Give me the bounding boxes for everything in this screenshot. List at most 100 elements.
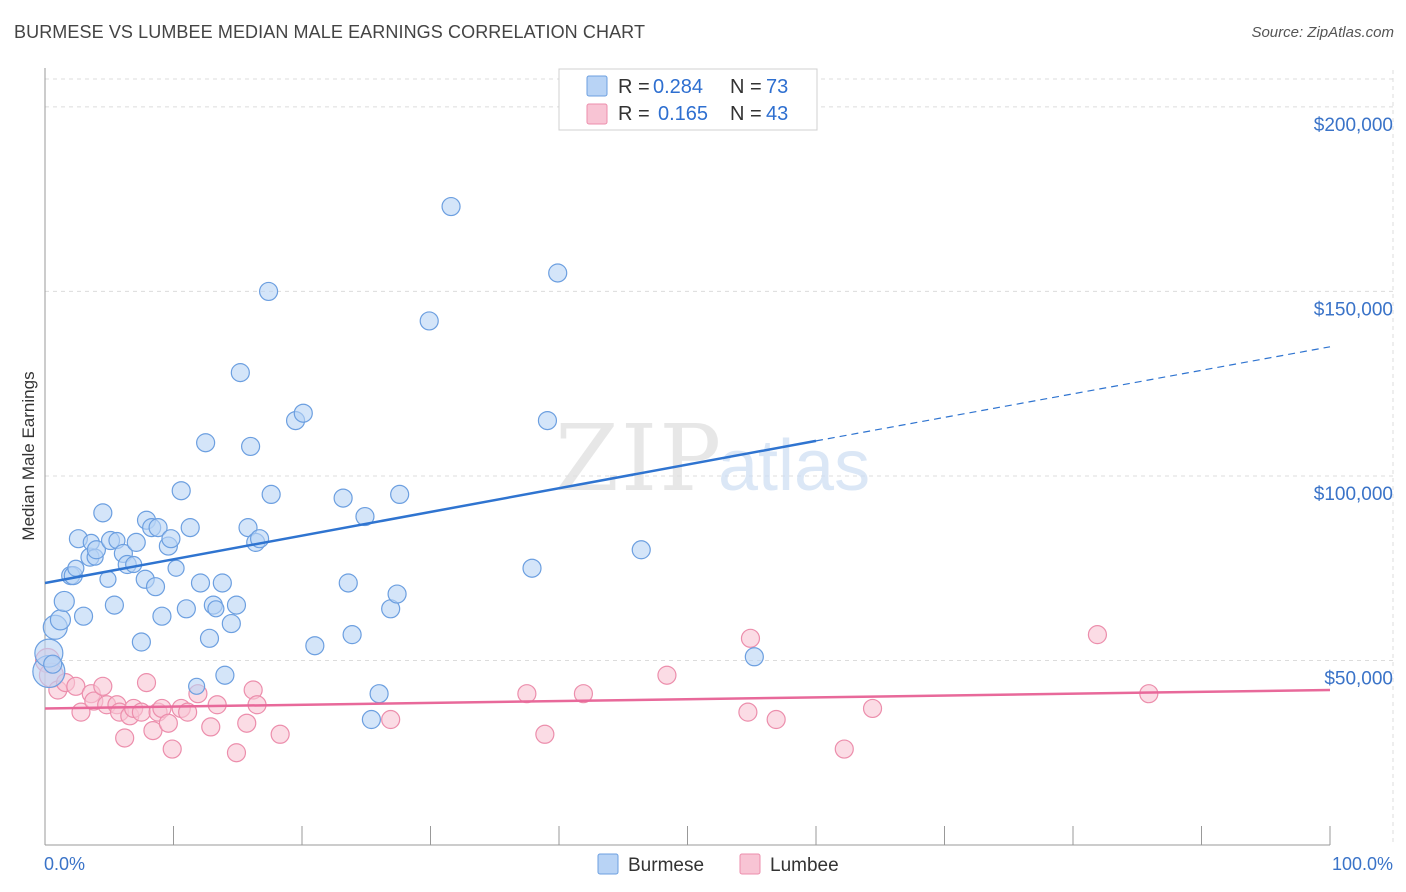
legend-lumbee-r-value: 0.165: [658, 103, 708, 125]
burmese-point-72: [43, 654, 63, 674]
burmese-point-51: [258, 281, 279, 302]
legend: R = 0.284 N = 73 R = 0.165 N = 43: [558, 68, 818, 131]
burmese-point-67: [522, 558, 542, 578]
burmese-point-36: [188, 677, 206, 695]
lumbee-point-20: [158, 713, 178, 733]
y-tick-labels: $50,000 $100,000 $150,000 $200,000: [1314, 115, 1393, 690]
chart-title: BURMESE VS LUMBEE MEDIAN MALE EARNINGS C…: [14, 22, 646, 42]
y-tick-label-0: $50,000: [1324, 668, 1393, 689]
y-axis-title: Median Male Earnings: [19, 371, 38, 540]
burmese-point-23: [131, 632, 151, 652]
y-tick-label-2: $150,000: [1314, 299, 1393, 320]
lumbee-point-28: [237, 713, 257, 733]
bottom-legend-burmese-label: Burmese: [628, 855, 704, 876]
burmese-point-33: [171, 481, 191, 501]
burmese-point-59: [355, 506, 375, 527]
burmese-point-70: [631, 540, 651, 560]
trendlines: [44, 346, 1331, 710]
legend-burmese-n-value: 73: [766, 76, 788, 98]
bottom-legend: Burmese Lumbee: [597, 853, 839, 876]
burmese-point-52: [261, 484, 281, 505]
burmese-point-22: [126, 532, 146, 552]
lumbee-point-41: [862, 698, 883, 719]
axes: [44, 68, 1331, 846]
burmese-point-65: [419, 311, 439, 331]
legend-burmese-n-label: N =: [730, 76, 762, 98]
lumbee-point-12: [115, 728, 135, 748]
legend-burmese-r-label: R =: [618, 76, 650, 98]
x-tick-label-1: 100.0%: [1332, 854, 1393, 874]
burmese-point-9: [73, 606, 94, 626]
burmese-point-48: [241, 436, 261, 457]
burmese-point-46: [230, 363, 250, 383]
lumbee-point-37: [740, 628, 761, 648]
burmese-point-42: [212, 573, 232, 593]
bottom-legend-burmese-swatch: [597, 853, 619, 875]
lumbee-point-38: [738, 702, 758, 722]
burmese-point-45: [226, 595, 247, 615]
burmese-point-68: [537, 410, 558, 431]
x-tick-labels: 0.0% 100.0%: [44, 854, 1393, 874]
burmese-point-15: [99, 570, 117, 588]
bottom-legend-lumbee-label: Lumbee: [770, 855, 839, 876]
source-label: Source: ZipAtlas.com: [1251, 24, 1394, 41]
lumbee-point-39: [766, 709, 786, 730]
legend-lumbee-n-value: 43: [766, 103, 788, 125]
lumbee-point-25: [201, 717, 221, 737]
burmese-point-13: [86, 540, 107, 560]
burmese-point-44: [221, 613, 241, 634]
lumbee-point-17: [143, 720, 163, 741]
burmese-point-4: [53, 590, 75, 613]
burmese-point-28: [148, 518, 168, 538]
burmese-point-60: [361, 709, 381, 730]
burmese-point-43: [215, 665, 235, 685]
burmese-point-57: [338, 573, 358, 593]
lumbee-point-42: [1087, 625, 1108, 645]
burmese-point-54: [293, 403, 313, 423]
burmese-point-58: [342, 625, 362, 645]
burmese-point-71: [744, 647, 764, 667]
x-tick-label-0: 0.0%: [44, 854, 85, 874]
burmese-point-32: [167, 559, 185, 577]
legend-lumbee-n-label: N =: [730, 103, 762, 125]
burmese-point-61: [369, 684, 389, 704]
burmese-point-63: [387, 584, 407, 604]
burmese-point-17: [104, 595, 124, 615]
burmese-point-55: [305, 636, 325, 656]
burmese-point-56: [333, 488, 353, 508]
lumbee-point-33: [517, 684, 537, 704]
watermark-zip: ZIP: [555, 405, 723, 512]
lumbee-point-4: [66, 676, 86, 696]
legend-burmese-swatch: [586, 75, 608, 97]
lumbee-trendline: [44, 688, 1331, 710]
burmese-point-41: [207, 600, 225, 618]
lumbee-point-31: [270, 724, 290, 744]
lumbee-point-34: [535, 724, 555, 744]
burmese-point-29: [152, 606, 172, 626]
legend-lumbee-r-label: R =: [618, 103, 650, 125]
burmese-point-3: [49, 609, 72, 631]
lumbee-point-27: [226, 743, 247, 763]
lumbee-point-32: [381, 709, 401, 730]
burmese-point-66: [441, 196, 461, 217]
y-tick-label-3: $200,000: [1314, 115, 1393, 136]
lumbee-point-16: [136, 673, 157, 693]
burmese-point-14: [93, 503, 113, 523]
lumbee-point-8: [93, 676, 113, 696]
burmese-point-7: [67, 559, 85, 577]
lumbee-point-35: [573, 684, 594, 704]
burmese-point-38: [196, 433, 216, 453]
lumbee-point-40: [834, 739, 854, 759]
burmese-point-27: [145, 577, 166, 597]
lumbee-point-36: [657, 665, 677, 685]
burmese-point-35: [180, 518, 200, 538]
burmese-point-39: [199, 628, 220, 648]
burmese-point-64: [390, 484, 410, 505]
burmese-point-31: [161, 529, 181, 549]
burmese-point-69: [548, 263, 568, 283]
burmese-trendline: [44, 439, 817, 585]
burmese-point-34: [176, 599, 196, 619]
y-tick-label-1: $100,000: [1314, 484, 1393, 505]
watermark-atlas: atlas: [718, 426, 870, 506]
